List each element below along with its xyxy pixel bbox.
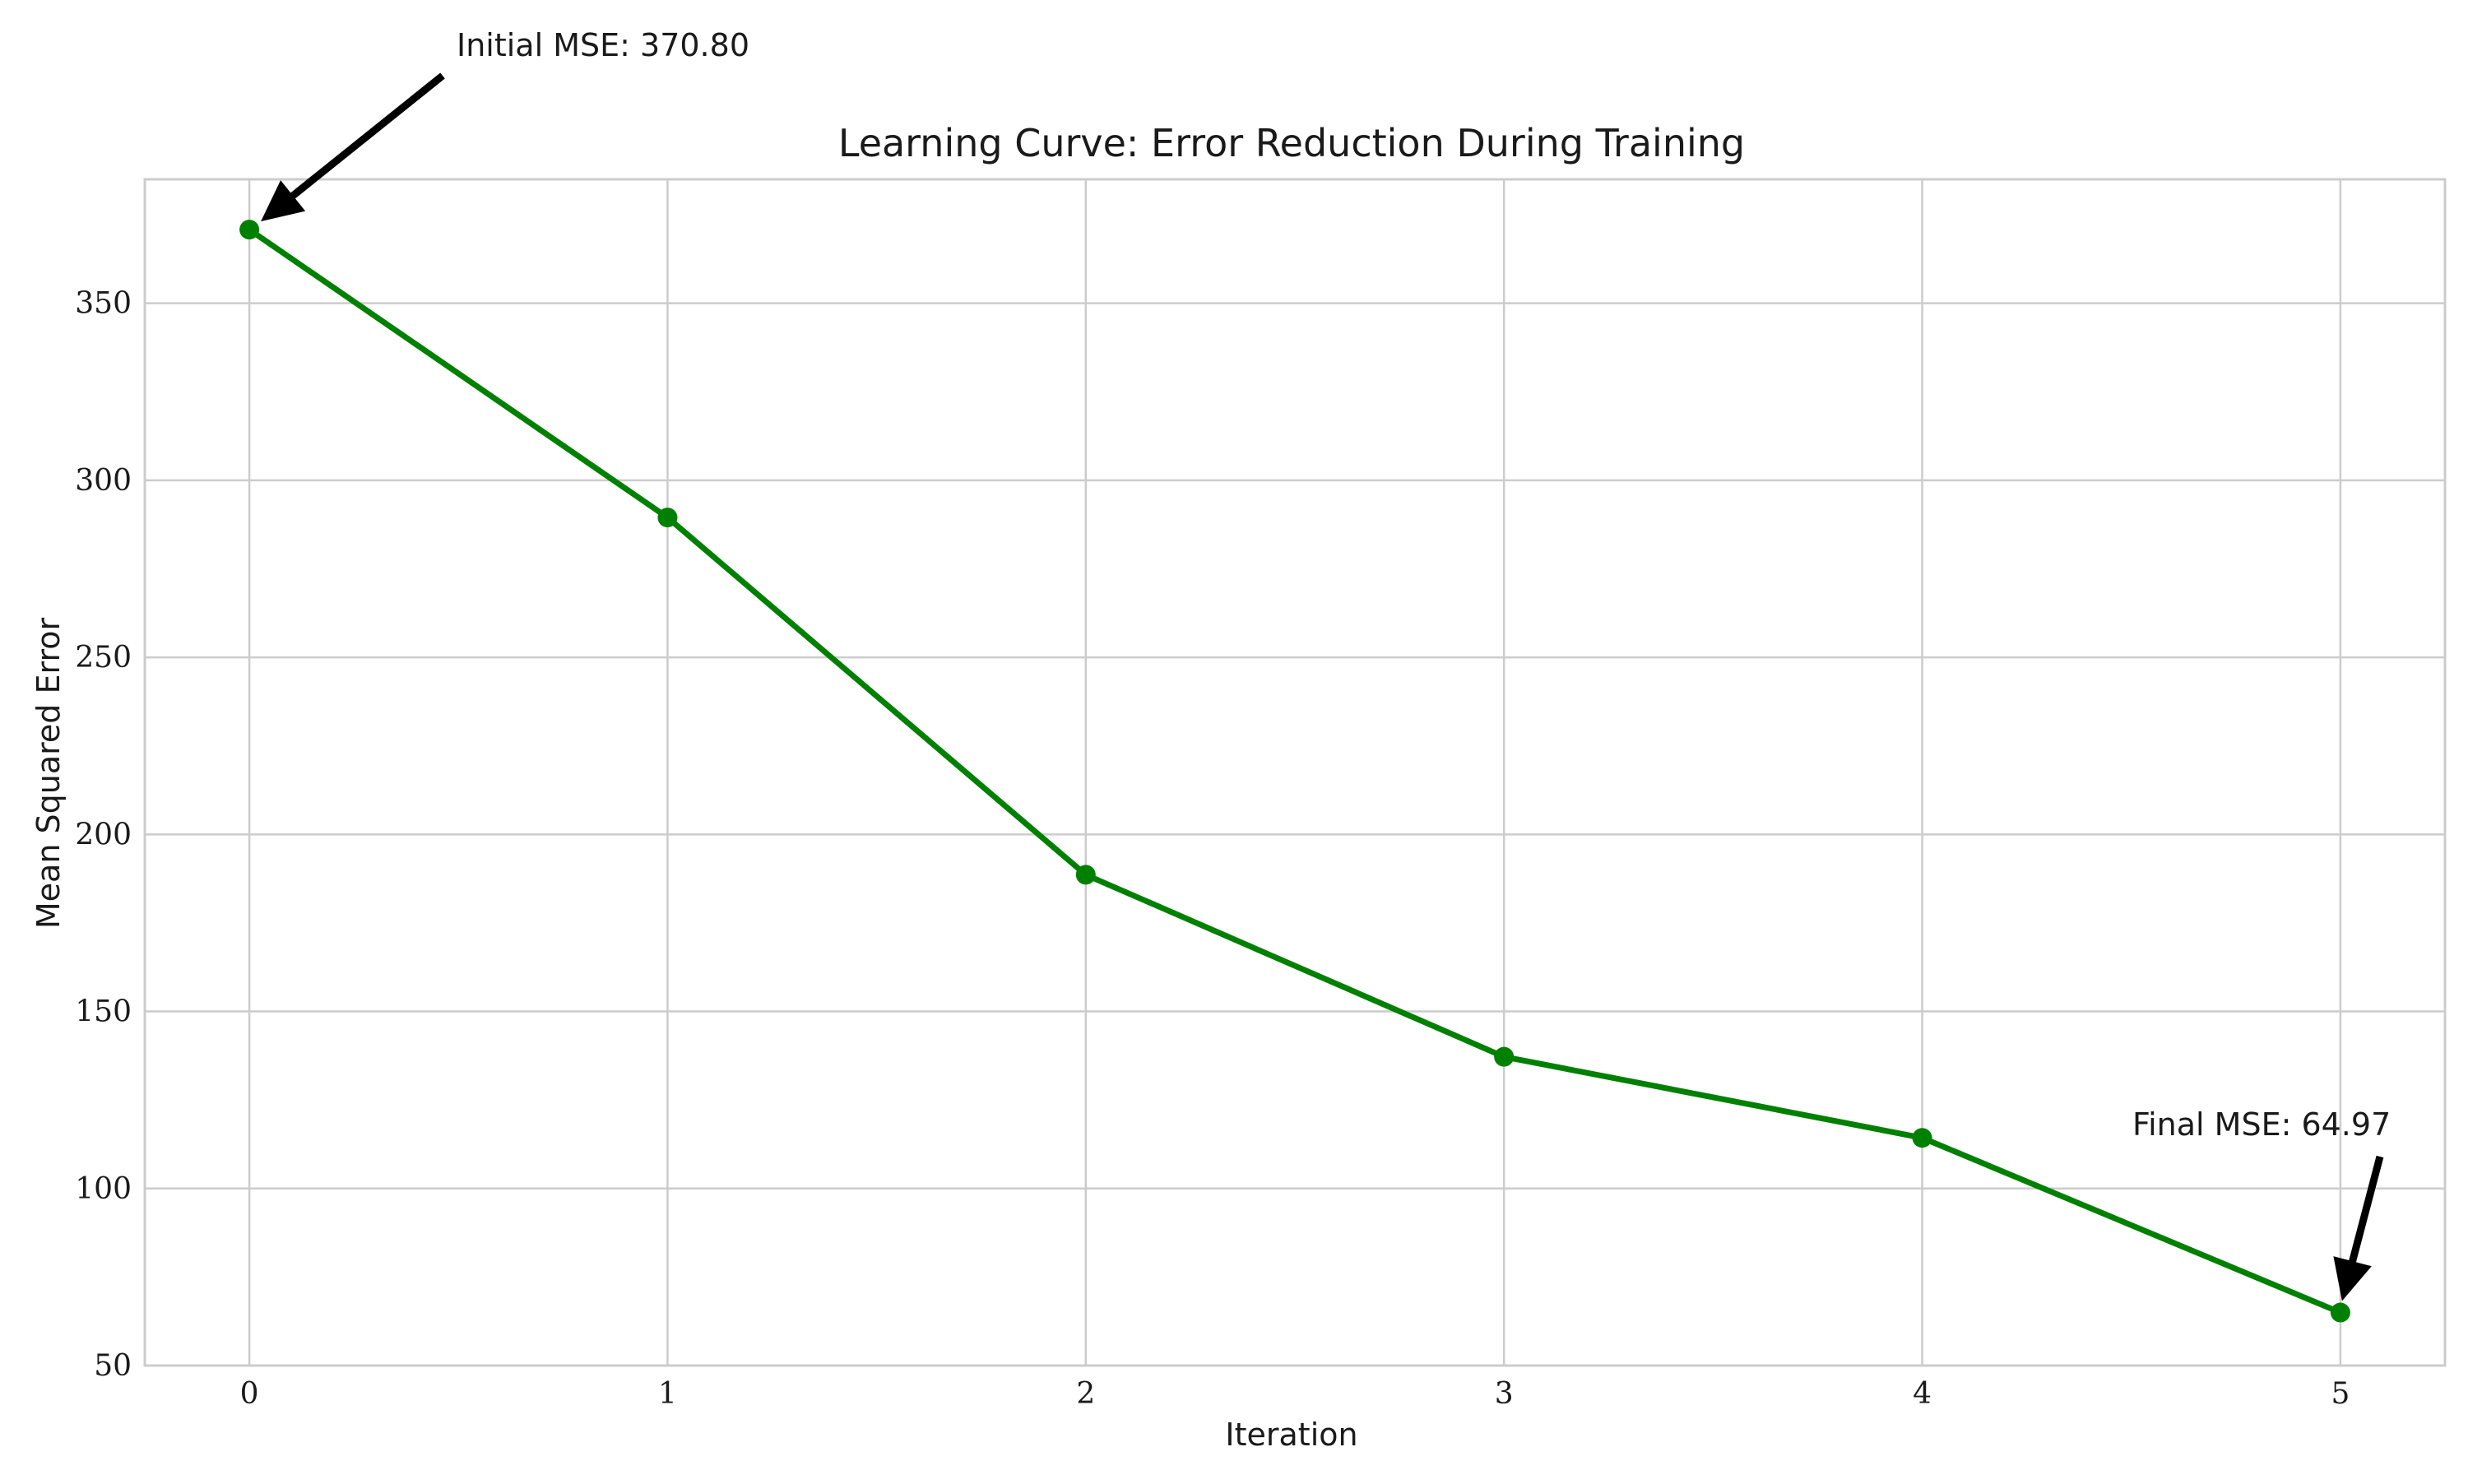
series-line-group	[248, 227, 2342, 1315]
y-tick-label: 50	[94, 1349, 132, 1383]
annotations: Initial MSE: 370.80 Final MSE: 64.97	[261, 27, 2391, 1301]
y-axis-label: Mean Squared Error	[30, 618, 67, 930]
final-mse-annotation: Final MSE: 64.97	[2132, 1106, 2391, 1143]
y-tick-label: 200	[75, 818, 132, 851]
data-point	[239, 220, 260, 240]
x-tick-label: 4	[1913, 1377, 1932, 1411]
initial-arrow-shaft	[288, 72, 445, 201]
y-tick-label: 250	[75, 641, 132, 675]
series-line	[248, 227, 2342, 1315]
final-arrow-shaft	[2348, 1155, 2384, 1266]
y-tick-label: 300	[75, 464, 132, 498]
data-points	[239, 220, 2350, 1323]
x-tick-label: 2	[1076, 1377, 1095, 1411]
initial-mse-annotation: Initial MSE: 370.80	[457, 27, 749, 63]
plot-frame	[143, 178, 2447, 1367]
final-arrow-head	[2333, 1256, 2372, 1301]
grid-lines	[145, 179, 2445, 1367]
y-tick-label: 150	[75, 995, 132, 1029]
x-tick-label: 1	[658, 1377, 677, 1411]
tick-labels: 0 1 2 3 4 5 50 100 150 200 250 300 350	[75, 287, 2350, 1411]
data-point	[2330, 1302, 2350, 1323]
x-tick-label: 0	[240, 1377, 259, 1411]
x-axis-label: Iteration	[1225, 1417, 1357, 1453]
data-point	[1075, 865, 1096, 885]
x-tick-label: 3	[1495, 1377, 1514, 1411]
data-point	[1494, 1046, 1515, 1067]
plot-border	[143, 178, 2447, 1367]
chart-title: Learning Curve: Error Reduction During T…	[838, 121, 1745, 165]
initial-arrow-head	[261, 180, 306, 222]
y-tick-label: 350	[75, 287, 132, 321]
data-point	[657, 508, 678, 528]
y-tick-label: 100	[75, 1172, 132, 1206]
data-point	[1912, 1128, 1932, 1148]
x-tick-label: 5	[2331, 1377, 2350, 1411]
